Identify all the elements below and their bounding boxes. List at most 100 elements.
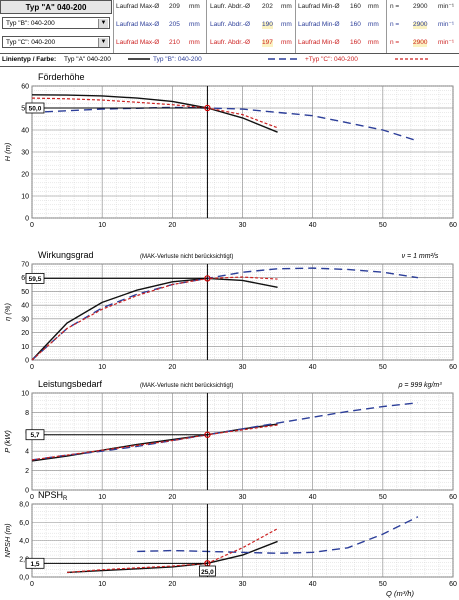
x-tick-label: 60 — [449, 494, 457, 501]
column-divider — [206, 0, 207, 53]
chart-panel-2: 0 10 20 30 40 50 60 70 0 10 20 30 40 50 60 η (%) Wirkung… — [3, 250, 457, 371]
op-point-value: 59,5 — [29, 276, 42, 283]
param-abdr-val[interactable]: 202 — [262, 3, 273, 10]
op-point-value: 50,0 — [29, 106, 42, 113]
y-tick-label: 40 — [21, 128, 29, 135]
series-line-1 — [67, 540, 278, 574]
x-tick-label: 30 — [239, 581, 247, 588]
x-tick-label: 50 — [379, 364, 387, 371]
series-line-2 — [31, 106, 419, 142]
param-n-label: n = — [390, 39, 400, 46]
x-tick-label: 20 — [168, 494, 176, 501]
x-tick-label: 30 — [239, 222, 247, 229]
legend-lines — [128, 58, 430, 60]
param-abdr-unit: mm — [281, 3, 292, 10]
param-min-val: 160 — [350, 3, 361, 10]
x-tick-label: 40 — [309, 364, 317, 371]
op-point-x-box — [199, 565, 216, 577]
param-n-val[interactable]: 2900 — [413, 3, 428, 10]
y-tick-label: 2 — [25, 468, 29, 475]
series-line-3 — [31, 424, 278, 461]
param-n-unit: min⁻¹ — [438, 3, 455, 10]
x-tick-label: 60 — [449, 222, 457, 229]
x-tick-label: 40 — [309, 222, 317, 229]
param-max-unit: mm — [189, 21, 200, 28]
series-line-2 — [31, 267, 419, 361]
param-min-val: 160 — [350, 39, 361, 46]
header-panel: Typ "A" 040-200 Typ "B": 040-200 ▼ Typ "… — [0, 0, 459, 67]
chart-title: NPSHR — [38, 490, 68, 502]
param-max-label: Laufrad Max-Ø — [116, 3, 160, 10]
y-tick-label: 10 — [21, 344, 29, 351]
x-tick-label: 50 — [379, 222, 387, 229]
op-point-x-value: 25,0 — [201, 569, 214, 576]
param-n-unit: min⁻¹ — [438, 21, 455, 28]
legend-a-label: Typ "A" 040-200 — [64, 56, 111, 63]
chevron-down-icon[interactable]: ▼ — [98, 19, 108, 28]
y-axis-label: P (kW) — [3, 430, 12, 453]
series-line-3 — [31, 97, 278, 129]
param-max-val: 210 — [169, 39, 180, 46]
chart-panel-3: 02468100102030405060P (kW)Leistungsbedar… — [3, 379, 457, 501]
chart-parameter: ν = 1 mm²/s — [402, 253, 439, 260]
chevron-down-icon[interactable]: ▼ — [98, 38, 108, 47]
y-tick-label: 8 — [25, 410, 29, 417]
chart-title: Wirkungsgrad — [38, 250, 94, 260]
op-point-value-box — [25, 557, 45, 569]
y-tick-label: 0 — [25, 488, 29, 495]
y-tick-label: 10 — [21, 194, 29, 201]
op-point-value: 1,5 — [30, 561, 39, 568]
y-tick-label: 0,0 — [19, 575, 29, 582]
chart-panel-1: 0 10 20 30 40 50 60 0 10 20 30 40 50 60 H (m) Förderhöh… — [3, 72, 457, 229]
y-tick-label: 4 — [25, 449, 29, 456]
x-tick-label: 0 — [30, 222, 34, 229]
y-tick-label: 8,0 — [19, 502, 29, 509]
param-n-val[interactable]: 2900 — [413, 21, 428, 29]
op-point-marker — [204, 431, 211, 438]
y-tick-label: 50 — [21, 106, 29, 113]
series-line-3 — [67, 528, 278, 574]
param-abdr-label: Laufr. Abdr.-Ø — [210, 39, 251, 46]
param-n-val[interactable]: 2900 — [413, 39, 428, 47]
y-tick-label: 60 — [21, 84, 29, 91]
series-line-1 — [31, 94, 278, 133]
y-tick-label: 0 — [25, 358, 29, 365]
y-tick-label: 6,0 — [19, 520, 29, 527]
x-tick-label: 50 — [379, 581, 387, 588]
param-n-label: n = — [390, 3, 400, 10]
x-axis-label: Q (m³/h) — [386, 589, 414, 598]
y-tick-label: 4,0 — [19, 538, 29, 545]
y-axis-label: η (%) — [3, 303, 12, 321]
param-abdr-val[interactable]: 190 — [262, 21, 273, 29]
type-b-select[interactable]: Typ "B": 040-200 ▼ — [2, 17, 110, 29]
chart-title: Leistungsbedarf — [38, 379, 103, 389]
type-c-select[interactable]: Typ "C": 040-200 ▼ — [2, 36, 110, 48]
type-c-select-value: Typ "C": 040-200 — [6, 39, 56, 46]
x-tick-label: 0 — [30, 494, 34, 501]
x-tick-label: 40 — [309, 581, 317, 588]
x-tick-label: 50 — [379, 494, 387, 501]
chart-title: Förderhöhe — [38, 72, 85, 82]
op-point-value: 5,7 — [30, 432, 39, 439]
y-tick-label: 40 — [21, 303, 29, 310]
param-n-label: n = — [390, 21, 400, 28]
type-b-select-value: Typ "B": 040-200 — [6, 20, 55, 27]
param-abdr-val[interactable]: 197 — [262, 39, 273, 47]
y-tick-label: 30 — [21, 150, 29, 157]
x-tick-label: 10 — [98, 581, 106, 588]
legend-bar: Linientyp / Farbe: Typ "A" 040-200 Typ "… — [0, 53, 459, 66]
param-max-label: Laufrad Max-Ø — [116, 21, 160, 28]
op-point-marker — [204, 104, 211, 112]
param-max-val: 209 — [169, 3, 180, 10]
legend-b-label: Typ "B": 040-200 — [153, 56, 202, 63]
y-tick-label: 20 — [21, 330, 29, 337]
param-max-unit: mm — [189, 3, 200, 10]
param-min-label: Laufrad Min-Ø — [298, 39, 340, 46]
x-tick-label: 10 — [98, 364, 106, 371]
chart-note: (MAK-Verluste nicht berücksichtigt) — [140, 383, 233, 389]
param-min-unit: mm — [368, 21, 379, 28]
op-point-value-box — [25, 429, 45, 441]
legend-c-label: +Typ "C": 040-200 — [305, 56, 358, 63]
